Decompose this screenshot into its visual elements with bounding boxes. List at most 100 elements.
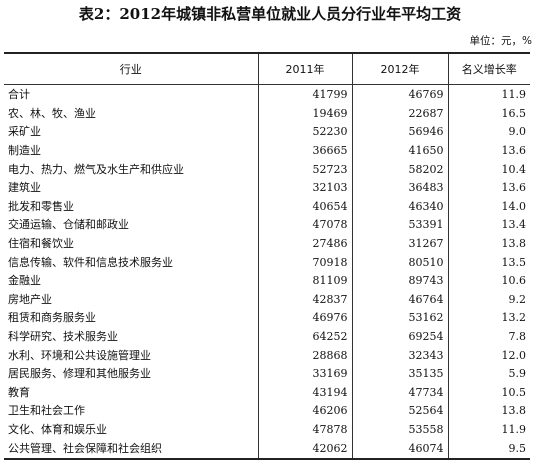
- table-row: 电力、热力、燃气及水生产和供应业 52723 58202 10.4: [4, 160, 530, 179]
- value-2011-cell: 33169: [257, 364, 352, 384]
- industry-cell: 卫生和社会工作: [8, 404, 85, 418]
- page-title: 表2：2012年城镇非私营单位就业人员分行业年平均工资: [78, 5, 462, 23]
- value-2011-cell: 42062: [257, 439, 352, 459]
- industry-cell: 居民服务、修理和其他服务业: [8, 367, 151, 381]
- table-row: 建筑业 32103 36483 13.6: [4, 178, 530, 198]
- value-2012-cell: 46764: [351, 290, 448, 310]
- table-row: 制造业 36665 41650 13.6: [4, 141, 530, 161]
- table-row: 居民服务、修理和其他服务业 33169 35135 5.9: [4, 364, 530, 384]
- value-2011-cell: 36665: [257, 141, 352, 161]
- growth-rate-cell: 13.8: [447, 402, 530, 421]
- value-2011-cell: 52230: [257, 123, 352, 142]
- value-2012-cell: 36483: [351, 178, 448, 198]
- growth-rate-cell: 13.6: [447, 141, 530, 161]
- industry-cell: 住宿和餐饮业: [8, 237, 74, 251]
- value-2011-cell: 19469: [257, 104, 352, 124]
- table-row: 文化、体育和娱乐业 47878 53558 11.9: [4, 420, 530, 440]
- table-row: 公共管理、社会保障和社会组织 42062 46074 9.5: [4, 439, 530, 459]
- value-2012-cell: 53558: [351, 420, 448, 440]
- growth-rate-cell: 16.5: [447, 104, 530, 124]
- value-2011-cell: 42837: [257, 290, 352, 310]
- value-2011-cell: 32103: [257, 178, 352, 198]
- table-row: 科学研究、技术服务业 64252 69254 7.8: [4, 327, 530, 347]
- growth-rate-cell: 7.8: [447, 327, 530, 347]
- growth-rate-cell: 14.0: [447, 197, 530, 217]
- value-2011-cell: 40654: [257, 197, 352, 217]
- unit-label: 单位：元，%: [469, 35, 532, 47]
- industry-cell: 租赁和商务服务业: [8, 311, 96, 325]
- value-2012-cell: 53391: [351, 216, 448, 235]
- industry-cell: 制造业: [8, 144, 41, 158]
- growth-rate-cell: 9.0: [447, 123, 530, 142]
- growth-rate-cell: 11.9: [447, 420, 530, 440]
- industry-cell: 水利、环境和公共设施管理业: [8, 348, 151, 362]
- growth-rate-cell: 9.5: [447, 439, 530, 459]
- table-row: 水利、环境和公共设施管理业 28868 32343 12.0: [4, 346, 530, 365]
- wage-table: 行业 2011年 2012年 名义增长率 合计 41799 46769 11.9 农、林…: [4, 52, 530, 460]
- value-2012-cell: 46769: [351, 84, 448, 105]
- header-2012: 2012年: [351, 53, 448, 85]
- growth-rate-cell: 9.2: [447, 290, 530, 310]
- industry-cell: 金融业: [8, 274, 41, 288]
- industry-cell: 农、林、牧、渔业: [8, 106, 96, 120]
- growth-rate-cell: 5.9: [447, 364, 530, 384]
- value-2012-cell: 58202: [351, 160, 448, 179]
- header-industry: 行业: [4, 53, 258, 85]
- growth-rate-cell: 10.5: [447, 383, 530, 403]
- industry-cell: 科学研究、技术服务业: [8, 330, 118, 344]
- value-2011-cell: 52723: [257, 160, 352, 179]
- value-2012-cell: 22687: [351, 104, 448, 124]
- table-row: 采矿业 52230 56946 9.0: [4, 123, 530, 142]
- industry-cell: 信息传输、软件和信息技术服务业: [8, 255, 173, 269]
- value-2011-cell: 46206: [257, 402, 352, 421]
- value-2012-cell: 80510: [351, 253, 448, 272]
- value-2012-cell: 89743: [351, 271, 448, 291]
- value-2011-cell: 28868: [257, 346, 352, 365]
- growth-rate-cell: 13.6: [447, 178, 530, 198]
- value-2012-cell: 47734: [351, 383, 448, 403]
- growth-rate-cell: 13.4: [447, 216, 530, 235]
- value-2011-cell: 70918: [257, 253, 352, 272]
- value-2012-cell: 46340: [351, 197, 448, 217]
- value-2011-cell: 81109: [257, 271, 352, 291]
- value-2011-cell: 46976: [257, 309, 352, 328]
- growth-rate-cell: 13.2: [447, 309, 530, 328]
- industry-cell: 采矿业: [8, 125, 41, 139]
- value-2012-cell: 41650: [351, 141, 448, 161]
- table-row: 交通运输、仓储和邮政业 47078 53391 13.4: [4, 216, 530, 235]
- value-2011-cell: 41799: [257, 84, 352, 105]
- growth-rate-cell: 10.6: [447, 271, 530, 291]
- industry-cell: 电力、热力、燃气及水生产和供应业: [8, 162, 184, 176]
- industry-cell: 批发和零售业: [8, 199, 74, 213]
- table-row: 金融业 81109 89743 10.6: [4, 271, 530, 291]
- industry-cell: 文化、体育和娱乐业: [8, 422, 107, 436]
- value-2011-cell: 43194: [257, 383, 352, 403]
- value-2012-cell: 69254: [351, 327, 448, 347]
- table-row: 住宿和餐饮业 27486 31267 13.8: [4, 234, 530, 254]
- table-row: 信息传输、软件和信息技术服务业 70918 80510 13.5: [4, 253, 530, 272]
- value-2011-cell: 47878: [257, 420, 352, 440]
- table-header-row: 行业 2011年 2012年 名义增长率: [4, 53, 530, 85]
- value-2012-cell: 53162: [351, 309, 448, 328]
- value-2012-cell: 31267: [351, 234, 448, 254]
- growth-rate-cell: 10.4: [447, 160, 530, 179]
- table-row: 教育 43194 47734 10.5: [4, 383, 530, 403]
- growth-rate-cell: 13.8: [447, 234, 530, 254]
- industry-cell: 合计: [8, 88, 30, 102]
- value-2012-cell: 52564: [351, 402, 448, 421]
- value-2012-cell: 32343: [351, 346, 448, 365]
- value-2012-cell: 35135: [351, 364, 448, 384]
- table-row: 卫生和社会工作 46206 52564 13.8: [4, 402, 530, 421]
- growth-rate-cell: 12.0: [447, 346, 530, 365]
- value-2012-cell: 56946: [351, 123, 448, 142]
- growth-rate-cell: 13.5: [447, 253, 530, 272]
- table-row: 房地产业 42837 46764 9.2: [4, 290, 530, 310]
- table-row: 租赁和商务服务业 46976 53162 13.2: [4, 309, 530, 328]
- table-row: 合计 41799 46769 11.9: [4, 84, 530, 105]
- industry-cell: 教育: [8, 385, 30, 399]
- industry-cell: 公共管理、社会保障和社会组织: [8, 441, 162, 455]
- value-2011-cell: 47078: [257, 216, 352, 235]
- header-2011: 2011年: [257, 53, 352, 85]
- industry-cell: 交通运输、仓储和邮政业: [8, 218, 129, 232]
- value-2011-cell: 64252: [257, 327, 352, 347]
